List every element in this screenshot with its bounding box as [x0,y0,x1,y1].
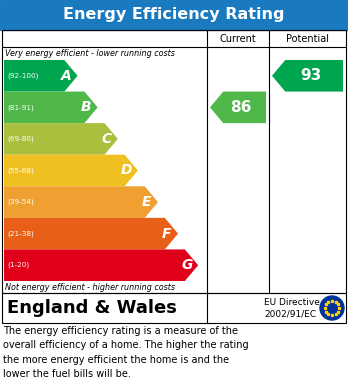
Text: Not energy efficient - higher running costs: Not energy efficient - higher running co… [5,283,175,292]
Polygon shape [4,60,78,91]
Text: (21-38): (21-38) [7,230,34,237]
Polygon shape [4,249,198,281]
Text: Very energy efficient - lower running costs: Very energy efficient - lower running co… [5,50,175,59]
Text: England & Wales: England & Wales [7,299,177,317]
Text: G: G [181,258,192,272]
Circle shape [320,296,344,320]
Bar [2,30,346,293]
Text: Energy Efficiency Rating: Energy Efficiency Rating [63,7,285,23]
Polygon shape [4,123,118,155]
Text: (92-100): (92-100) [7,73,38,79]
Text: (1-20): (1-20) [7,262,29,269]
Bar [2,293,346,323]
Text: C: C [101,132,112,146]
Polygon shape [272,60,343,91]
Text: F: F [162,227,172,240]
Text: B: B [81,100,92,114]
Text: 86: 86 [230,100,252,115]
Text: D: D [121,163,132,178]
Polygon shape [4,218,178,249]
Text: (69-80): (69-80) [7,136,34,142]
Text: Current: Current [220,34,256,43]
Text: EU Directive
2002/91/EC: EU Directive 2002/91/EC [264,298,320,318]
Text: Potential: Potential [286,34,329,43]
Text: The energy efficiency rating is a measure of the
overall efficiency of a home. T: The energy efficiency rating is a measur… [3,326,248,379]
Text: (39-54): (39-54) [7,199,34,205]
Text: (81-91): (81-91) [7,104,34,111]
Polygon shape [210,91,266,123]
Text: (55-68): (55-68) [7,167,34,174]
Text: E: E [142,195,151,209]
Polygon shape [4,155,138,186]
Polygon shape [4,91,98,123]
Text: 93: 93 [300,68,321,83]
Text: A: A [61,69,72,83]
Polygon shape [4,186,158,218]
Bar [0,0,348,30]
